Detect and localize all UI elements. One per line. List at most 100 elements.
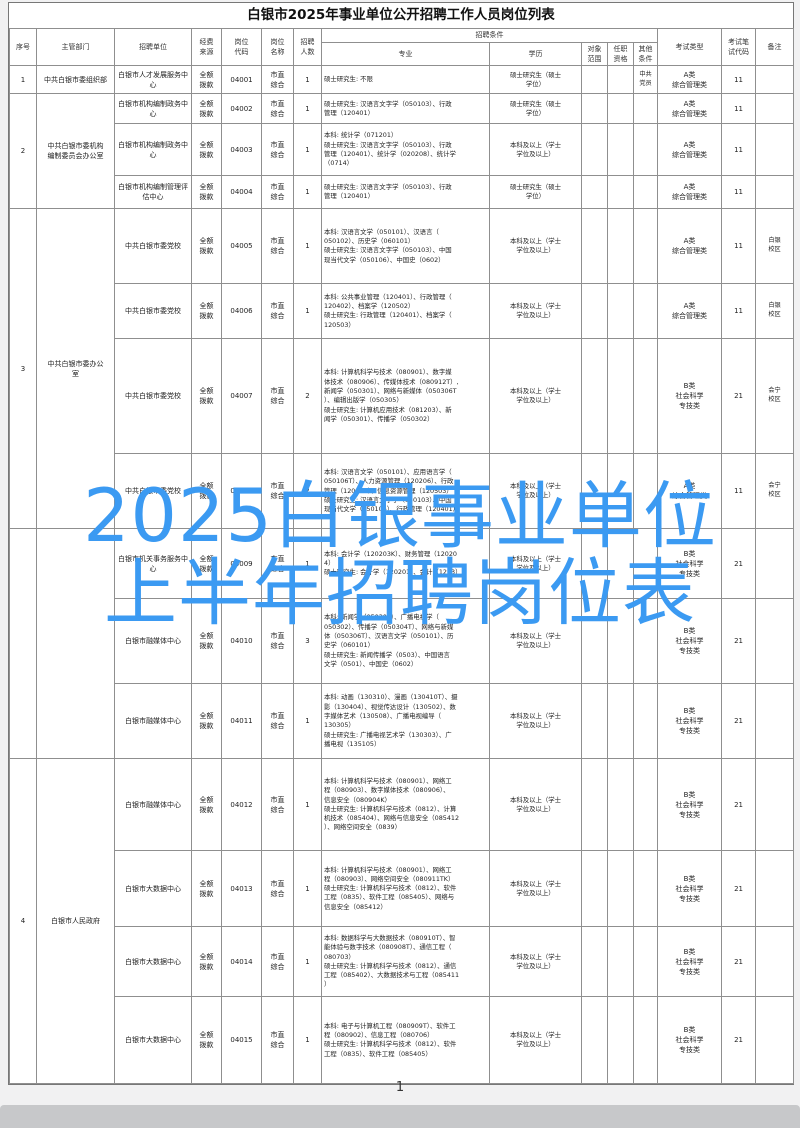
table-cell: 04011 bbox=[221, 683, 262, 760]
table-cell: 4 bbox=[9, 758, 37, 1085]
table-cell: 本科: 电子与计算机工程（080909T）、软件工 程（080902）、信息工程… bbox=[321, 996, 490, 1085]
table-cell: B类 社会科学 专技类 bbox=[657, 683, 723, 760]
page-title: 白银市2025年事业单位公开招聘工作人员岗位列表 bbox=[247, 7, 555, 23]
table-cell bbox=[607, 996, 634, 1085]
table-cell: 白银市机构编制政务中 心 bbox=[114, 123, 192, 177]
col-header-qitatiaojian: 其他 条件 bbox=[632, 41, 659, 67]
table-cell bbox=[755, 528, 795, 600]
table-cell bbox=[755, 850, 795, 928]
table-cell bbox=[632, 338, 659, 455]
table-cell: A类 综合管理类 bbox=[657, 283, 723, 340]
table-row: 中共白银市委党校 全额 拨款 04007 市直 综合 2 本科: 计算机科学与技术（080… bbox=[10, 338, 795, 455]
table-cell: 1 bbox=[293, 93, 322, 125]
table-cell: 04007 bbox=[221, 338, 262, 455]
table-cell: 全额 拨款 bbox=[191, 65, 222, 95]
table-cell: 本科: 计算机科学与技术（080901）、数字媒 体技术（080906）、传媒体… bbox=[321, 338, 490, 455]
table-cell bbox=[607, 123, 634, 177]
document-sheet: 白银市2025年事业单位公开招聘工作人员岗位列表 序号 主管部门 招聘单位 经费… bbox=[8, 2, 795, 1086]
table-cell: 白银市大数据中心 bbox=[114, 926, 192, 998]
table-cell bbox=[632, 598, 659, 685]
table-cell bbox=[632, 758, 659, 852]
table-cell: 04005 bbox=[221, 208, 262, 285]
table-cell bbox=[581, 850, 608, 928]
table-cell: 2 bbox=[293, 338, 322, 455]
table-cell: 21 bbox=[721, 850, 757, 928]
table-cell bbox=[607, 758, 634, 852]
table-cell bbox=[755, 93, 795, 125]
table-cell bbox=[632, 528, 659, 600]
table-cell bbox=[755, 123, 795, 177]
table-cell: 全额 拨款 bbox=[191, 850, 222, 928]
table-cell: 市直 综合 bbox=[261, 926, 294, 998]
table-cell bbox=[632, 175, 659, 210]
table-cell bbox=[755, 65, 795, 95]
table-cell: 本科: 动画（130310）、漫画（130410T）、摄 影（130404）、视… bbox=[321, 683, 490, 760]
table-cell: 04003 bbox=[221, 123, 262, 177]
table-cell: 白银市人民政府 bbox=[36, 758, 115, 1085]
table-cell: 1 bbox=[293, 65, 322, 95]
table-cell: 11 bbox=[721, 453, 757, 530]
table-cell: 1 bbox=[293, 683, 322, 760]
table-cell bbox=[581, 683, 608, 760]
table-cell: 04014 bbox=[221, 926, 262, 998]
table-cell: 市直 综合 bbox=[261, 208, 294, 285]
table-cell: 白银 校区 bbox=[755, 283, 795, 340]
table-cell: 硕士研究生（硕士 学位） bbox=[489, 175, 582, 210]
col-header-zhaopintiaojian: 招聘条件 bbox=[320, 28, 659, 43]
table-cell: 21 bbox=[721, 598, 757, 685]
table-row: 白银市融媒体中心 全额 拨款 04010 市直 综合 3 本科: 新闻学（050301）、… bbox=[10, 598, 795, 685]
table-cell bbox=[581, 598, 608, 685]
table-cell: 会宁 校区 bbox=[755, 338, 795, 455]
table-cell: 市直 综合 bbox=[261, 996, 294, 1085]
table-cell: 市直 综合 bbox=[261, 93, 294, 125]
table-cell bbox=[632, 93, 659, 125]
table-cell: 全额 拨款 bbox=[191, 598, 222, 685]
table-header: 序号 主管部门 招聘单位 经费 来源 岗位 代码 岗位 名称 招聘 人数 招聘条… bbox=[9, 27, 795, 67]
col-header-xuhao: 序号 bbox=[9, 27, 37, 67]
table-cell: 04012 bbox=[221, 758, 262, 852]
table-cell bbox=[607, 598, 634, 685]
table-cell: 本科: 会计学（120203K）、财务管理（12020 4） 硕士研究生: 会计… bbox=[321, 528, 490, 600]
table-cell: 11 bbox=[721, 65, 757, 95]
table-cell: 中共白银市委机构 编制委员会办公室 bbox=[36, 93, 115, 210]
table-cell: 白银市机构编制管理评 估中心 bbox=[114, 175, 192, 210]
table-row: 4 白银市人民政府 白银市融媒体中心 全额 拨款 04012 市直 综合 1 本科: 计算机科… bbox=[9, 758, 795, 1085]
table-cell: 04001 bbox=[221, 65, 262, 95]
table-cell bbox=[632, 996, 659, 1085]
col-header-duixiangfanwei: 对象 范围 bbox=[581, 41, 608, 67]
table-cell: 市直 综合 bbox=[261, 598, 294, 685]
table-cell: B类 社会科学 专技类 bbox=[657, 996, 723, 1085]
table-cell: 2 bbox=[293, 453, 322, 530]
page-number: 1 bbox=[395, 1080, 405, 1095]
bottom-bar bbox=[0, 1105, 800, 1128]
table-cell: 硕士研究生（硕士 学位） bbox=[489, 93, 582, 125]
table-cell: 11 bbox=[721, 123, 757, 177]
table-cell bbox=[607, 528, 634, 600]
table-cell: 全额 拨款 bbox=[191, 338, 222, 455]
table-cell bbox=[755, 683, 795, 760]
table-cell bbox=[755, 758, 795, 852]
table-cell: 本科及以上（学士 学位及以上） bbox=[489, 283, 582, 340]
col-header-zhaopinrenshu: 招聘 人数 bbox=[293, 27, 322, 67]
table-cell: 本科: 汉语言文学（050101）、应用语言学（ 050106T）、人力资源管理… bbox=[321, 453, 490, 530]
table-cell: 全额 拨款 bbox=[191, 528, 222, 600]
table-cell bbox=[581, 283, 608, 340]
table-cell bbox=[632, 850, 659, 928]
table-cell: 中共 党员 bbox=[632, 65, 659, 95]
table-cell: 全额 拨款 bbox=[191, 996, 222, 1085]
table-cell bbox=[607, 683, 634, 760]
table-cell: 全额 拨款 bbox=[191, 208, 222, 285]
table-cell: 1 bbox=[293, 926, 322, 998]
table-cell: 白银市大数据中心 bbox=[114, 850, 192, 928]
table-cell bbox=[607, 453, 634, 530]
table-cell: 硕士研究生: 不限 bbox=[321, 65, 490, 95]
table-cell: 21 bbox=[721, 996, 757, 1085]
table-cell: 04008 bbox=[221, 453, 262, 530]
table-cell: 04010 bbox=[221, 598, 262, 685]
table-cell: A类 综合管理类 bbox=[657, 123, 723, 177]
table-cell: 中共白银市委办公 室 bbox=[36, 208, 115, 530]
table-cell bbox=[755, 175, 795, 210]
table-cell: B类 社会科学 专技类 bbox=[657, 758, 723, 852]
col-header-gangweidaima: 岗位 代码 bbox=[221, 27, 262, 67]
table-cell bbox=[581, 996, 608, 1085]
